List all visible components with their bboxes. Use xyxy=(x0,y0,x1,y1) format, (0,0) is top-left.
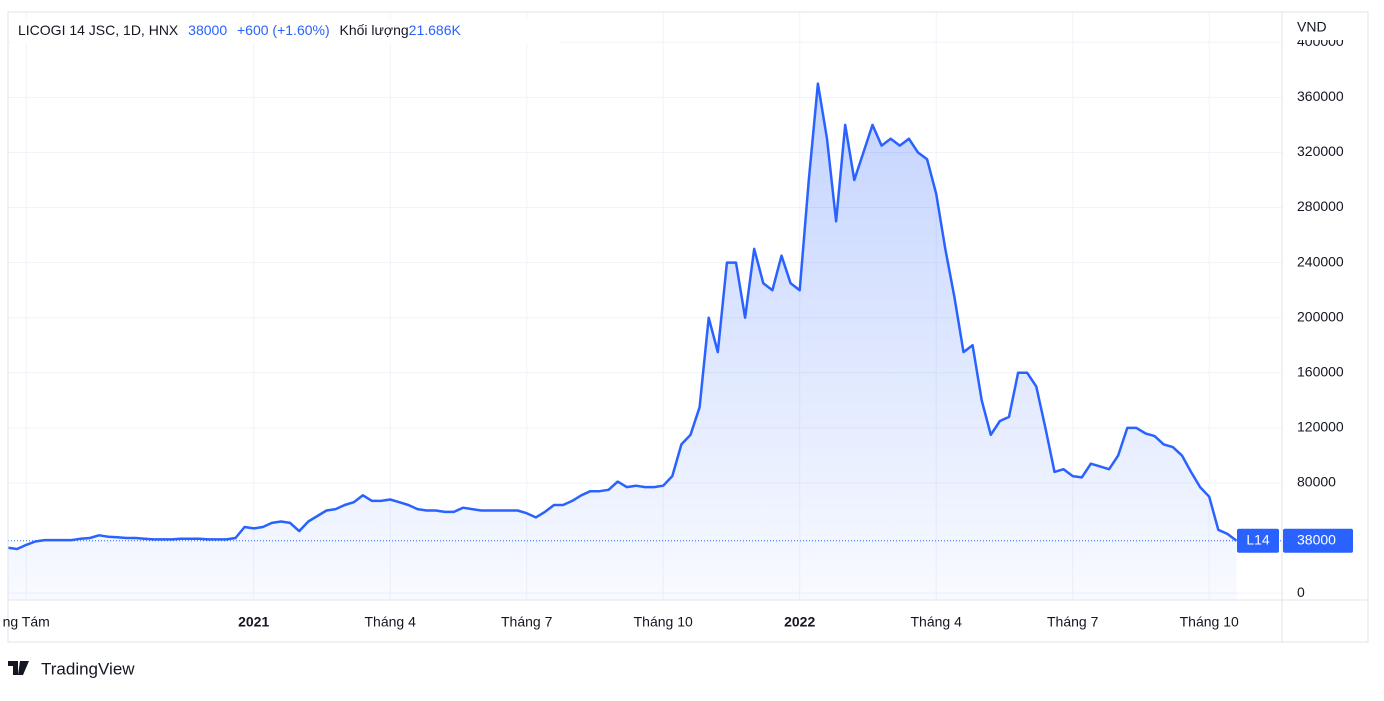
brand-name: TradingView xyxy=(41,659,135,678)
y-tick-label: 320000 xyxy=(1297,143,1344,159)
area-fill xyxy=(8,83,1237,600)
legend-bg xyxy=(10,18,560,44)
y-tick-label: 200000 xyxy=(1297,308,1344,324)
x-tick-label: ng Tám xyxy=(3,614,50,630)
x-tick-label: Tháng 7 xyxy=(1047,614,1099,630)
last-price: 38000 xyxy=(188,22,227,38)
y-axis-label: VND xyxy=(1297,19,1327,35)
price-badge: 38000 xyxy=(1297,531,1336,547)
y-tick-label: 0 xyxy=(1297,584,1305,600)
y-tick-label: 360000 xyxy=(1297,88,1344,104)
x-tick-label: Tháng 10 xyxy=(1180,614,1239,630)
y-tick-label: 240000 xyxy=(1297,253,1344,269)
y-tick-label: 120000 xyxy=(1297,419,1344,435)
x-tick-label: Tháng 7 xyxy=(501,614,553,630)
x-tick-label: Tháng 4 xyxy=(365,614,417,630)
symbol-badge-bg xyxy=(1237,528,1279,553)
axis-label-bg xyxy=(1283,13,1367,40)
volume-value: 21.686K xyxy=(409,22,462,38)
y-tick-label: 80000 xyxy=(1297,474,1336,490)
volume-label: Khối lượng xyxy=(340,22,409,38)
x-tick-label: 2022 xyxy=(784,614,815,630)
price-change: +600 (+1.60%) xyxy=(237,22,330,38)
x-tick-label: Tháng 10 xyxy=(634,614,693,630)
y-tick-label: 280000 xyxy=(1297,198,1344,214)
brand-logo xyxy=(8,661,29,675)
frame xyxy=(7,11,1369,643)
price-badge-bg xyxy=(1283,528,1353,553)
price-line xyxy=(8,82,1238,551)
symbol-badge: L14 xyxy=(1246,531,1270,547)
x-tick-label: 2021 xyxy=(238,614,269,630)
x-tick-label: Tháng 4 xyxy=(911,614,963,630)
header: LICOGI 14 JSC, 1D, HNX 38000 +600 (+1.60… xyxy=(18,22,461,38)
y-tick-label: 160000 xyxy=(1297,363,1344,379)
symbol-title: LICOGI 14 JSC, 1D, HNX xyxy=(18,22,179,38)
